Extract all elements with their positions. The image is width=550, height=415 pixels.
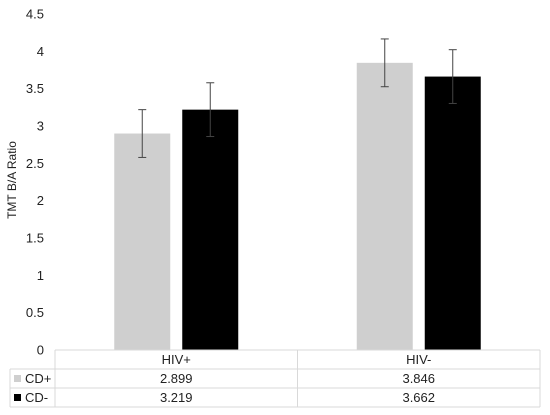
y-axis-title: TMT B/A Ratio — [5, 141, 19, 219]
data-table-cell: 2.899 — [160, 371, 193, 386]
category-label: HIV- — [406, 352, 431, 367]
y-axis-ticks: 0 0.5 1 1.5 2 2.5 3 3.5 4 4.5 — [26, 7, 44, 358]
legend-label: CD- — [25, 390, 48, 405]
y-tick-label: 1 — [37, 268, 44, 283]
bar-cd-1 — [424, 76, 481, 350]
bar-cd-1 — [356, 62, 413, 350]
y-tick-label: 0 — [37, 343, 44, 358]
error-bar — [138, 109, 147, 158]
legend-swatch — [14, 394, 21, 401]
category-label: HIV+ — [162, 352, 191, 367]
data-table: HIV+ HIV- CD+ 2.899 3.846 CD- 3.219 3.662 — [9, 349, 541, 408]
bar-cd-0 — [182, 109, 239, 350]
bar-cd-0 — [114, 133, 171, 350]
y-tick-label: 3 — [37, 119, 44, 134]
y-tick-label: 3.5 — [26, 81, 44, 96]
error-bar — [206, 82, 215, 138]
y-tick-label: 4 — [37, 44, 44, 59]
legend-swatch — [14, 375, 21, 382]
y-tick-label: 4.5 — [26, 7, 44, 22]
legend-label: CD+ — [25, 371, 51, 386]
data-table-cell: 3.846 — [402, 371, 435, 386]
data-table-cell: 3.219 — [160, 390, 193, 405]
data-table-cell: 3.662 — [402, 390, 435, 405]
y-tick-label: 2 — [37, 193, 44, 208]
error-bar — [448, 49, 457, 104]
y-tick-label: 0.5 — [26, 305, 44, 320]
bars-layer — [114, 38, 481, 350]
y-tick-label: 1.5 — [26, 231, 44, 246]
y-tick-label: 2.5 — [26, 156, 44, 171]
error-bar — [380, 38, 389, 88]
